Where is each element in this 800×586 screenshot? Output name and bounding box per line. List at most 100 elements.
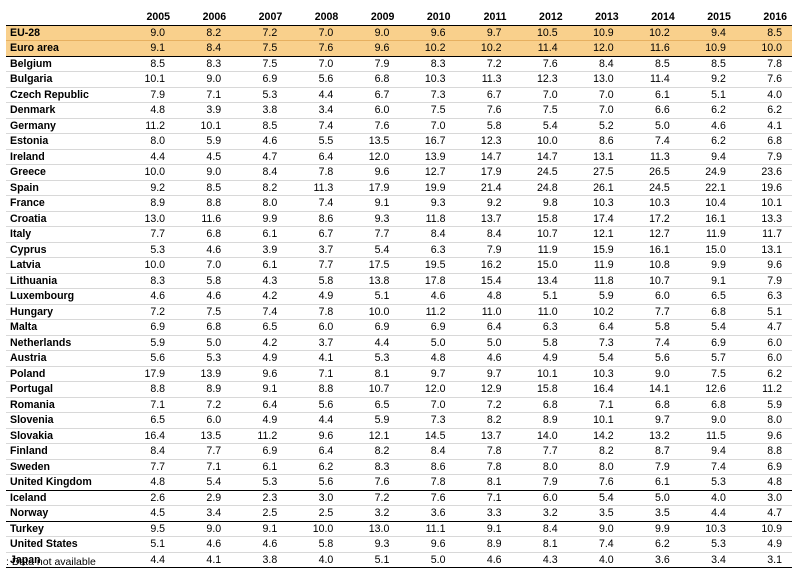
value-cell: 6.8 [711,398,726,411]
value-cell: 13.7 [480,212,502,225]
value-cell: 4.4 [711,507,726,520]
table-row: Romania 7.1 7.2 6.4 5.6 6.5 7.0 7.2 6.8 7.1 6.8 6.8… [6,397,792,413]
value-cell: 8.2 [206,26,222,39]
table-row: Lithuania 8.3 5.8 4.3 5.8 13.8 17.8 15.4 13.4 11.… [6,273,792,289]
table-row: Spain 9.2 8.5 8.2 11.3 17.9 19.9 21.4 24.8 26.1 24… [6,180,792,196]
country-label: Ireland [10,150,45,163]
country-label: Luxembourg [10,290,75,303]
value-cell: 21.4 [480,181,502,194]
value-cell: 4.0 [318,553,334,566]
value-cell: 6.2 [711,104,726,117]
header-corner-cell [6,10,119,26]
value-cell: 8.4 [430,445,446,458]
table-row: Slovakia 16.4 13.5 11.2 9.6 12.1 14.5 13.7 14.0 1… [6,428,792,444]
value-cell: 10.3 [649,197,670,210]
value-cell: 4.0 [767,88,782,101]
value-cell: 3.7 [318,336,334,349]
value-cell: 10.0 [144,166,166,179]
value-cell: 4.6 [206,243,222,256]
value-cell: 12.3 [480,135,502,148]
value-cell: 9.1 [262,383,278,396]
value-cell: 13.5 [200,429,222,442]
column-header-2007: 2007 [231,10,288,26]
value-cell: 10.3 [705,522,726,535]
value-cell: 6.4 [598,321,614,334]
value-cell: 3.4 [711,553,726,566]
value-cell: 19.6 [761,181,782,194]
value-cell: 5.1 [374,290,390,303]
table-row: Finland 8.4 7.7 6.9 6.4 8.2 8.4 7.8 7.7 8.2 8.7 9.4… [6,444,792,459]
value-cell: 7.1 [598,398,614,411]
value-cell: 7.0 [542,88,558,101]
value-cell: 15.0 [537,259,558,272]
value-cell: 8.3 [374,460,390,473]
value-cell: 7.4 [318,119,334,132]
value-cell: 7.1 [318,367,334,380]
value-cell: 9.0 [206,522,222,535]
value-cell: 10.9 [593,26,614,39]
value-cell: 10.0 [761,42,782,55]
table-row: Hungary 7.2 7.5 7.4 7.8 10.0 11.2 11.0 11.0 10.2 7… [6,304,792,320]
value-cell: 3.0 [318,491,334,504]
value-cell: 23.6 [761,166,782,179]
value-cell: 13.1 [761,243,782,256]
value-cell: 8.6 [598,135,614,148]
value-cell: 16.4 [144,429,166,442]
value-cell: 2.5 [262,507,278,520]
value-cell: 5.1 [542,290,558,303]
value-cell: 4.4 [318,88,334,101]
value-cell: 4.6 [206,290,222,303]
value-cell: 5.3 [150,243,166,256]
value-cell: 5.3 [711,476,726,489]
value-cell: 4.4 [318,414,334,427]
value-cell: 5.3 [262,476,278,489]
value-cell: 9.9 [262,212,278,225]
column-header-2013: 2013 [567,10,624,26]
value-cell: 5.8 [486,119,502,132]
value-cell: 6.1 [262,259,278,272]
country-label: Norway [10,507,49,520]
value-cell: 9.7 [430,367,446,380]
value-cell: 15.9 [593,243,614,256]
value-cell: 4.6 [711,119,726,132]
value-cell: 7.2 [262,26,278,39]
value-cell: 6.9 [262,73,278,86]
value-cell: 5.0 [655,491,670,504]
value-cell: 6.0 [318,321,334,334]
table-row: United States 5.1 4.6 4.6 5.8 9.3 9.6 8.9 8.1 7.4… [6,537,792,552]
value-cell: 3.6 [430,507,446,520]
value-cell: 7.5 [430,104,446,117]
country-label: Germany [10,119,56,132]
value-cell: 9.6 [318,429,334,442]
value-cell: 8.9 [542,414,558,427]
value-cell: 9.7 [486,26,502,39]
value-cell: 6.3 [542,321,558,334]
value-cell: 13.0 [593,73,614,86]
value-cell: 5.3 [262,88,278,101]
value-cell: 9.6 [430,26,446,39]
value-cell: 6.1 [655,88,670,101]
value-cell: 11.9 [537,243,558,256]
value-cell: 7.1 [150,398,166,411]
country-label: Cyprus [10,243,47,256]
value-cell: 5.4 [711,321,726,334]
value-cell: 4.0 [598,553,614,566]
value-cell: 13.1 [593,150,614,163]
value-cell: 4.8 [150,104,166,117]
table-row: Bulgaria 10.1 9.0 6.9 5.6 6.8 10.3 11.3 12.3 13.0… [6,72,792,87]
value-cell: 6.9 [711,336,726,349]
value-cell: 3.9 [206,104,222,117]
value-cell: 6.0 [767,336,782,349]
value-cell: 5.4 [206,476,222,489]
value-cell: 7.5 [711,367,726,380]
value-cell: 11.6 [649,42,670,55]
value-cell: 5.7 [711,352,726,365]
value-cell: 8.9 [150,197,166,210]
value-cell: 8.2 [374,445,390,458]
value-cell: 9.3 [374,538,390,551]
table-row: Malta 6.9 6.8 6.5 6.0 6.9 6.9 6.4 6.3 6.4 5.8 5.4 4.… [6,320,792,335]
value-cell: 9.1 [150,42,166,55]
table-row: Cyprus 5.3 4.6 3.9 3.7 5.4 6.3 7.9 11.9 15.9 16.1 1… [6,242,792,258]
value-cell: 8.5 [262,119,278,132]
value-cell: 4.6 [150,290,166,303]
